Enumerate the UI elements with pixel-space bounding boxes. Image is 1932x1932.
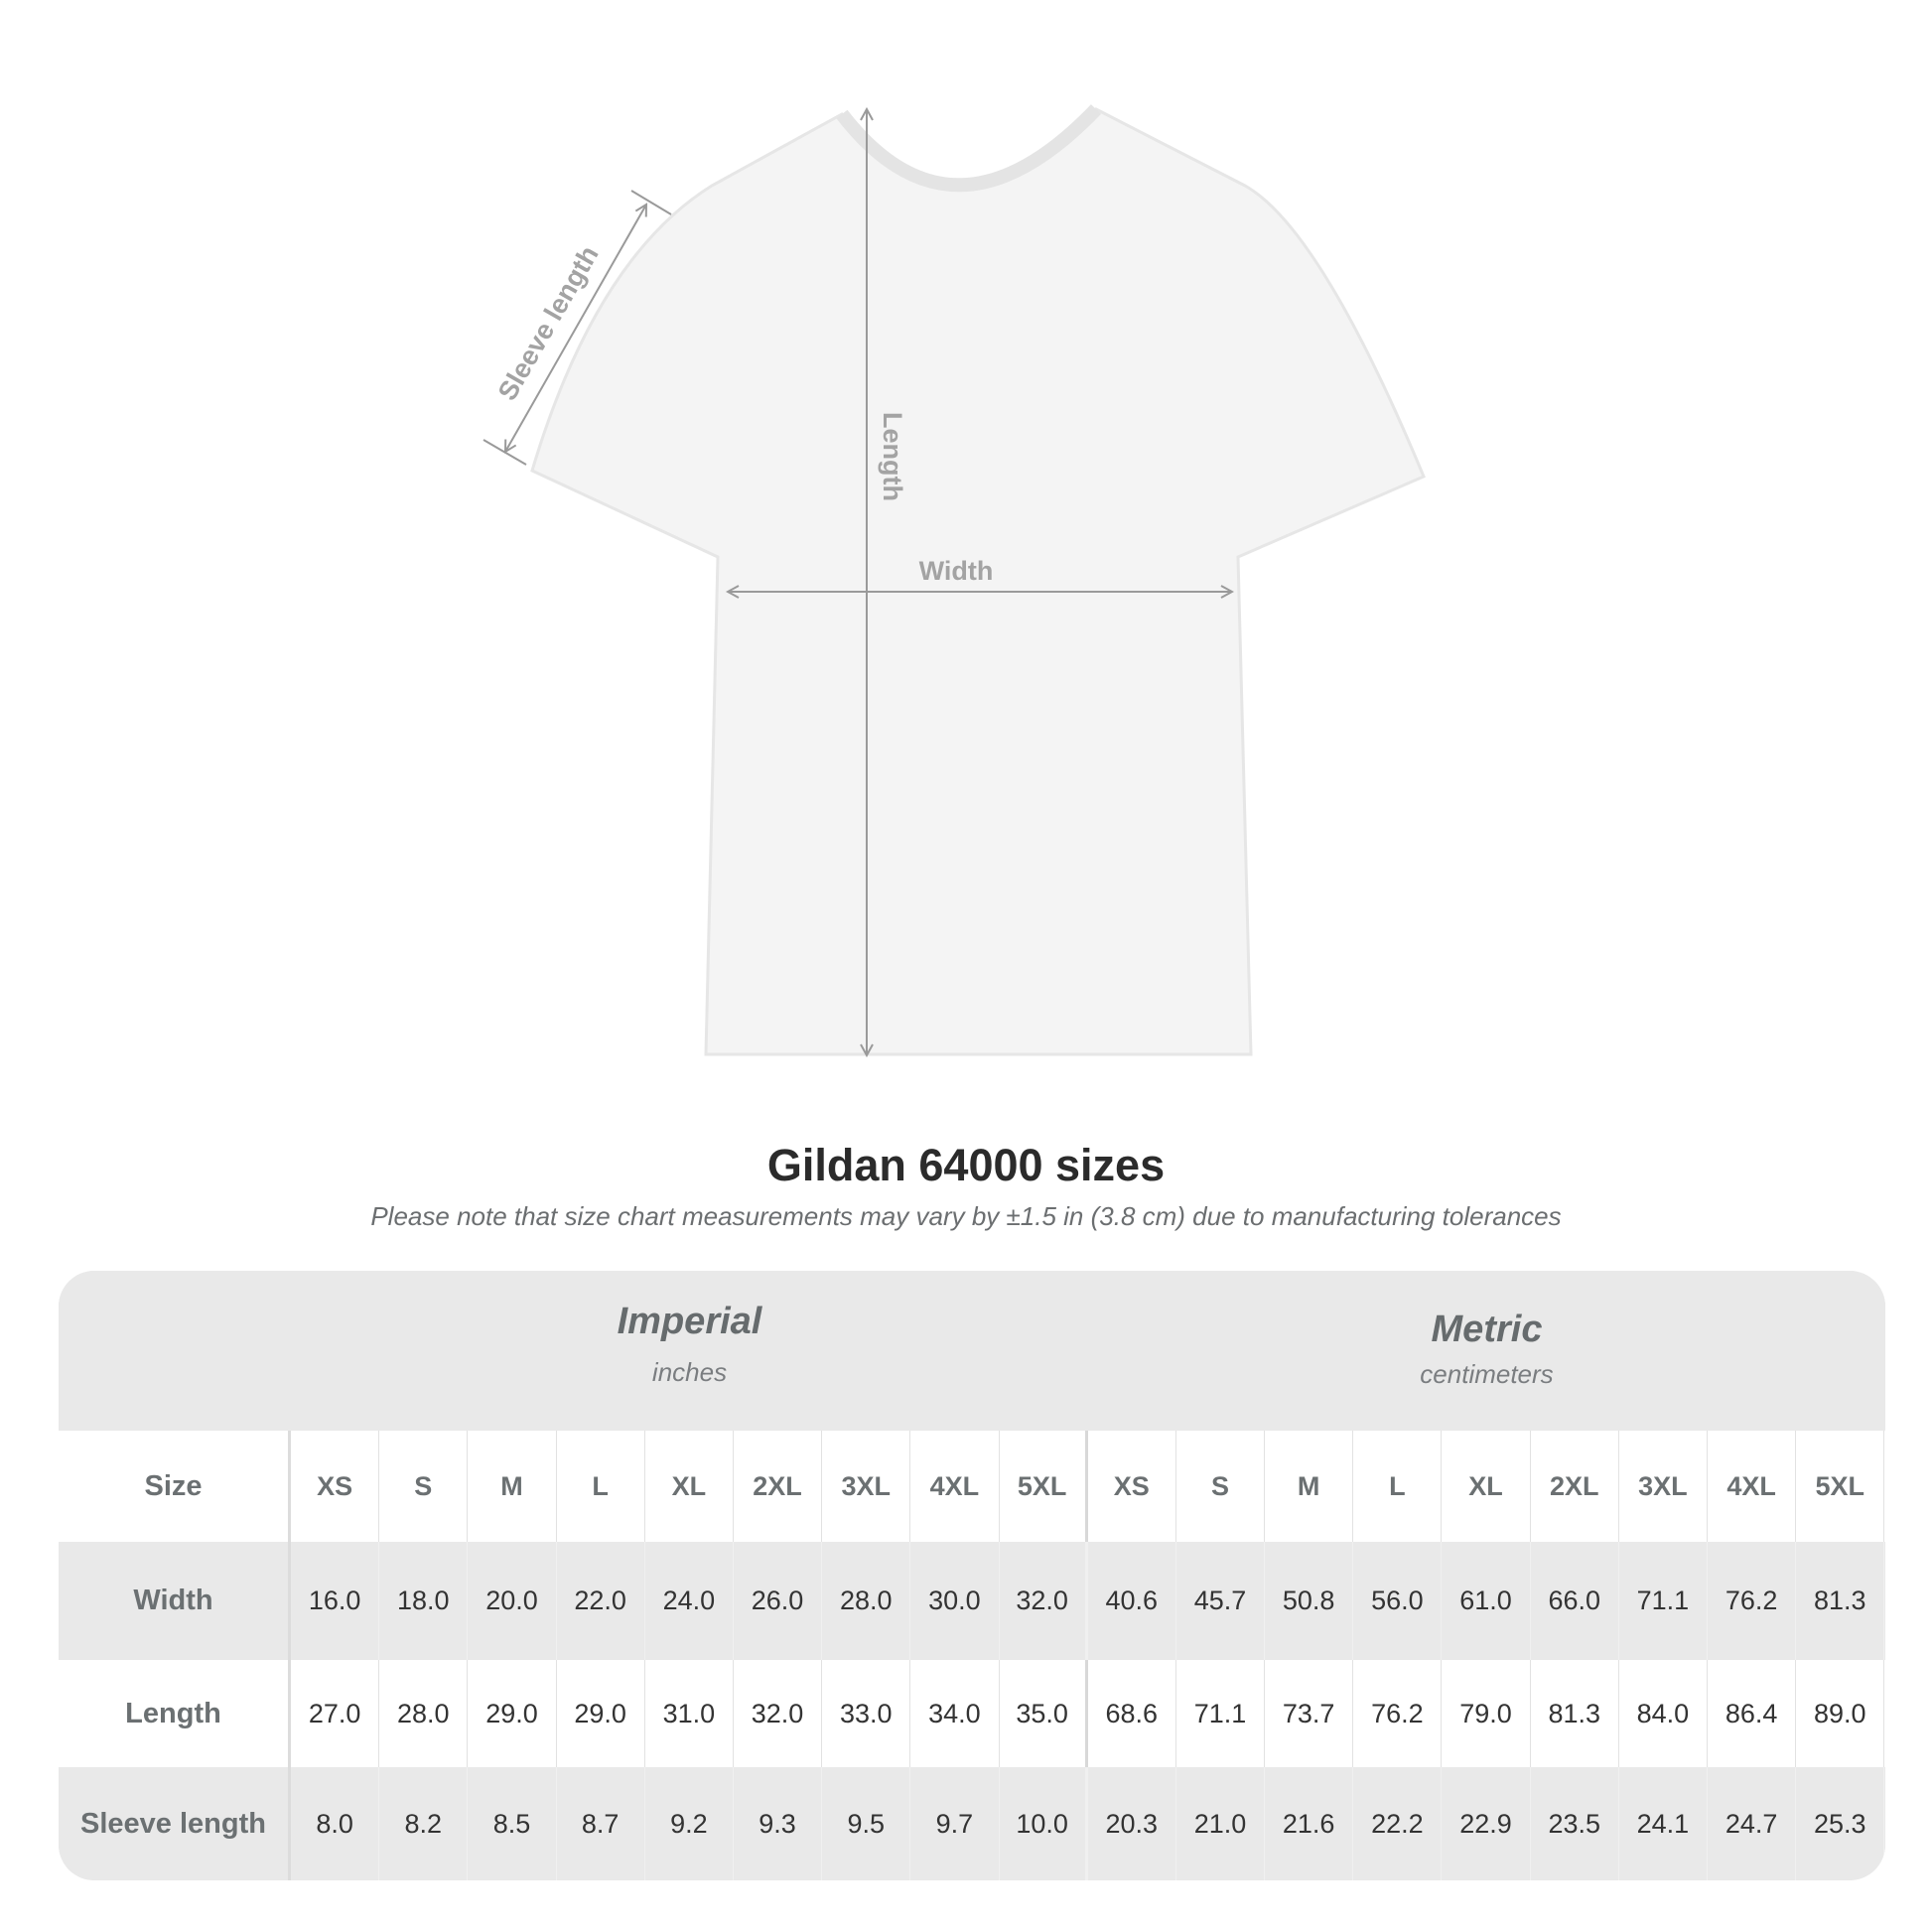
table-cell: 81.3 [1531,1660,1619,1767]
row-label: Size [59,1431,291,1542]
size-header-cell: XL [645,1431,734,1542]
table-cell: 50.8 [1265,1542,1354,1660]
table-cell: 24.7 [1708,1767,1797,1880]
table-cell: 20.3 [1088,1767,1176,1880]
length-label: Length [878,412,907,501]
table-cell: 21.0 [1176,1767,1266,1880]
table-cell: 22.9 [1442,1767,1531,1880]
table-cell: 86.4 [1708,1660,1797,1767]
table-cell: 28.0 [822,1542,911,1660]
size-header-cell: S [1176,1431,1266,1542]
table-cell: 9.2 [645,1767,734,1880]
table-cell: 8.2 [379,1767,469,1880]
table-cell: 23.5 [1531,1767,1619,1880]
size-header-cell: 5XL [1796,1431,1885,1542]
table-cell: 21.6 [1265,1767,1354,1880]
table-cell: 31.0 [645,1660,734,1767]
table-cell: 56.0 [1353,1542,1443,1660]
size-header-cell: 4XL [1708,1431,1797,1542]
table-cell: 33.0 [822,1660,911,1767]
table-cell: 10.0 [1000,1767,1088,1880]
table-cell: 76.2 [1708,1542,1797,1660]
size-header-cell: XS [291,1431,380,1542]
table-cell: 81.3 [1796,1542,1885,1660]
size-header-cell: M [468,1431,557,1542]
table-cell: 20.0 [468,1542,557,1660]
size-row: Size XS S M L XL 2XL 3XL 4XL 5XL XS S M L XL 2XL 3XL 4XL… [59,1431,1885,1542]
table-cell: 84.0 [1619,1660,1708,1767]
size-table: Imperial inches Metric centimeters Size … [59,1271,1885,1880]
size-header-cell: XS [1088,1431,1176,1542]
table-header: Imperial inches Metric centimeters [59,1271,1885,1431]
table-cell: 30.0 [910,1542,1000,1660]
table-cell: 66.0 [1531,1542,1619,1660]
table-cell: 76.2 [1353,1660,1443,1767]
table-row: Width 16.0 18.0 20.0 22.0 24.0 26.0 28.0 30.0 32.… [59,1542,1885,1660]
metric-group: Metric centimeters [1088,1309,1885,1390]
table-cell: 79.0 [1442,1660,1531,1767]
page-title: Gildan 64000 sizes [766,1140,1166,1190]
size-header-cell: 3XL [1619,1431,1708,1542]
table-cell: 73.7 [1265,1660,1354,1767]
table-cell: 9.3 [734,1767,823,1880]
table-cell: 22.2 [1353,1767,1443,1880]
imperial-group: Imperial inches [291,1301,1088,1388]
metric-title: Metric [1431,1309,1543,1350]
table-cell: 24.1 [1619,1767,1708,1880]
table-cell: 35.0 [1000,1660,1088,1767]
table-cell: 9.5 [822,1767,911,1880]
table-cell: 9.7 [910,1767,1000,1880]
row-label: Sleeve length [59,1767,291,1880]
table-cell: 18.0 [379,1542,469,1660]
table-cell: 8.0 [291,1767,380,1880]
table-cell: 61.0 [1442,1542,1531,1660]
table-cell: 45.7 [1176,1542,1266,1660]
size-header-cell: 3XL [822,1431,911,1542]
metric-unit: centimeters [1420,1359,1554,1389]
table-row: Sleeve length 8.0 8.2 8.5 8.7 9.2 9.3 9.5 9.7 10.… [59,1767,1885,1880]
table-cell: 8.5 [468,1767,557,1880]
tshirt-diagram: Sleeve length Length Width [483,104,1426,1092]
size-header-cell: 2XL [1531,1431,1619,1542]
table-cell: 24.0 [645,1542,734,1660]
size-header-cell: 2XL [734,1431,823,1542]
row-label: Length [59,1660,291,1767]
table-cell: 29.0 [557,1660,645,1767]
table-cell: 32.0 [1000,1542,1088,1660]
table-cell: 27.0 [291,1660,380,1767]
size-header-cell: S [379,1431,469,1542]
sleeve-arrow [505,205,646,452]
table-cell: 34.0 [910,1660,1000,1767]
table-cell: 28.0 [379,1660,469,1767]
size-header-cell: 5XL [1000,1431,1088,1542]
size-header-cell: L [557,1431,645,1542]
table-cell: 26.0 [734,1542,823,1660]
imperial-title: Imperial [617,1301,762,1342]
size-header-cell: 4XL [910,1431,1000,1542]
size-header-cell: M [1265,1431,1354,1542]
table-cell: 89.0 [1796,1660,1885,1767]
table-cell: 68.6 [1088,1660,1176,1767]
table-cell: 71.1 [1619,1542,1708,1660]
table-cell: 8.7 [557,1767,645,1880]
imperial-unit: inches [651,1357,728,1387]
size-header-cell: XL [1442,1431,1531,1542]
width-label: Width [919,556,994,586]
table-cell: 16.0 [291,1542,380,1660]
table-cell: 25.3 [1796,1767,1885,1880]
row-label: Width [59,1542,291,1660]
table-row: Length 27.0 28.0 29.0 29.0 31.0 32.0 33.0 34.0 35… [59,1660,1885,1767]
size-header-cell: L [1353,1431,1443,1542]
table-cell: 40.6 [1088,1542,1176,1660]
table-cell: 71.1 [1176,1660,1266,1767]
table-cell: 22.0 [557,1542,645,1660]
table-cell: 32.0 [734,1660,823,1767]
tolerance-note: Please note that size chart measurements… [370,1201,1562,1231]
table-cell: 29.0 [468,1660,557,1767]
